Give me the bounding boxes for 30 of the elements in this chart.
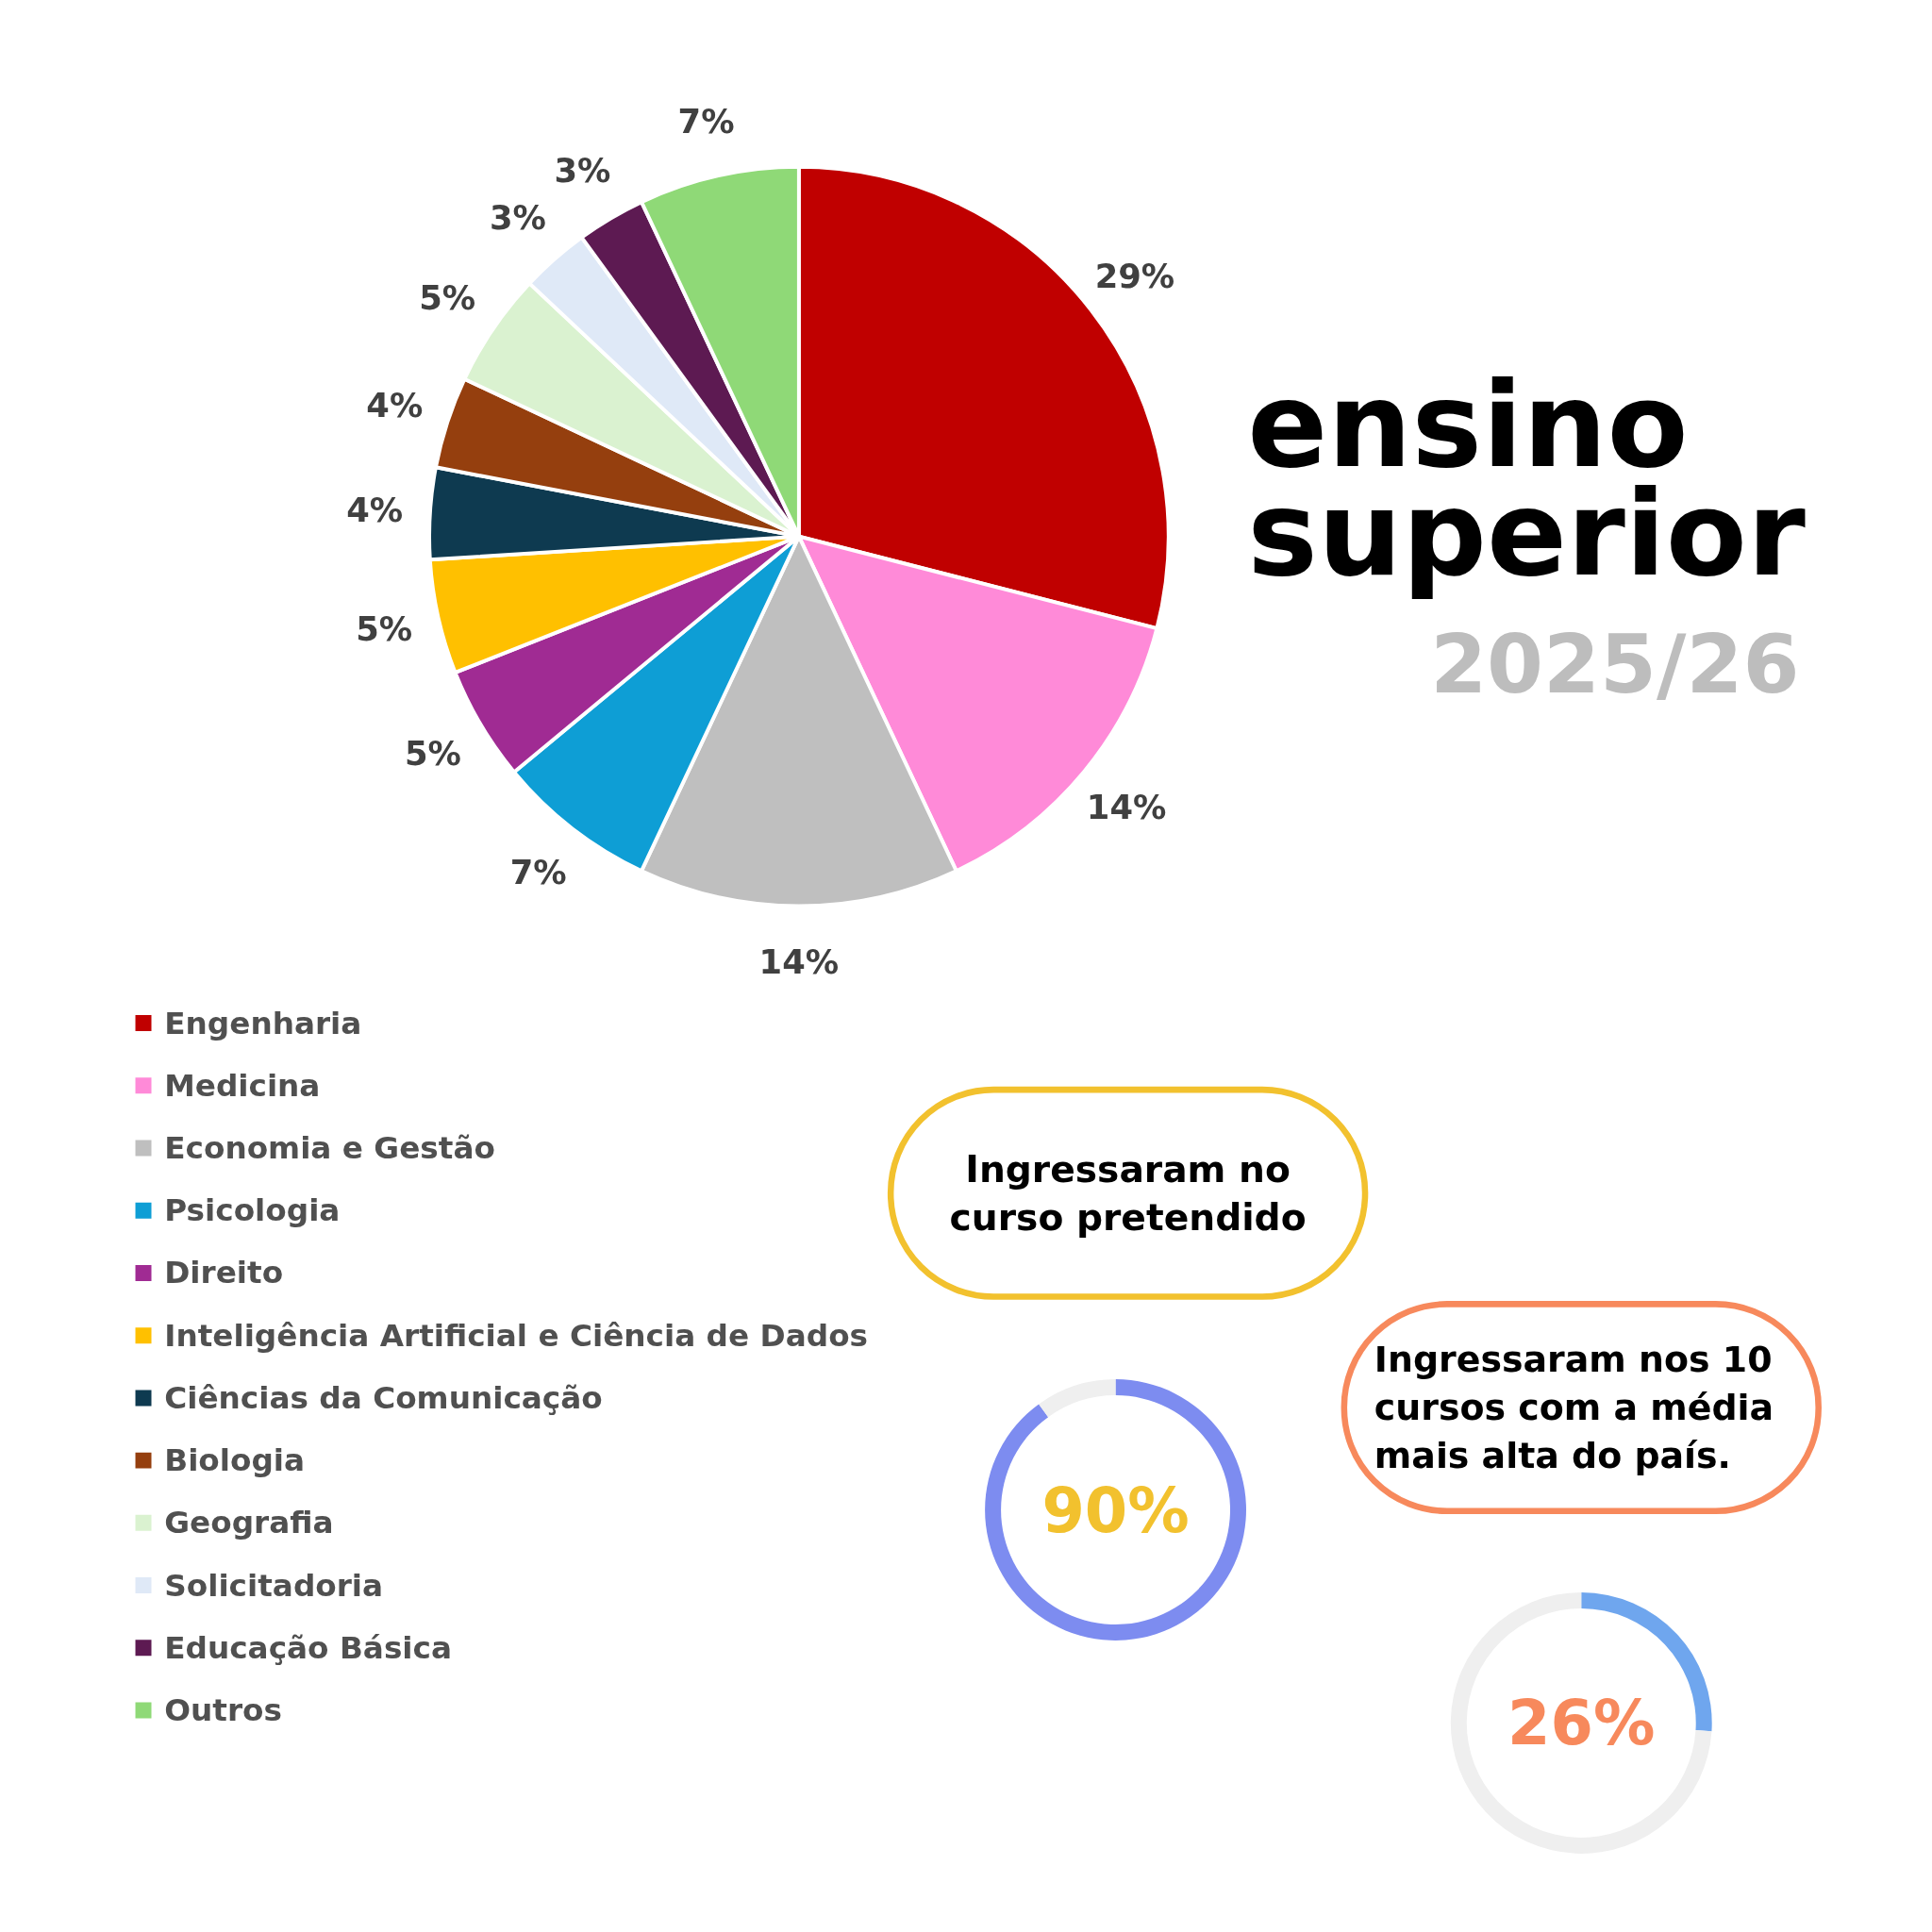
text: 2025/26 [1430,616,1800,711]
data-label: 3% [554,151,611,191]
text: ensino superior [1247,357,1806,604]
data-label: 14% [758,941,840,981]
data-label: 90% [1041,1474,1190,1546]
data-label: 29% [1094,256,1175,295]
chart-title: Ingressaram no curso pretendido [949,1147,1307,1239]
data-label: 4% [366,385,424,425]
legend-label: Geografia [164,1505,334,1541]
chart-title: Ingressaram nos 10 cursos com a média mais alta do país. [1374,1339,1774,1477]
legend-label: Engenharia [164,1005,362,1041]
legend-label: Outros [164,1692,282,1729]
data-label: 5% [356,609,413,649]
legend-label: Solicitadoria [164,1567,384,1604]
data-label: 5% [405,733,461,773]
legend-label: Biologia [164,1442,306,1479]
data-label: 4% [346,490,404,529]
data-label: 26% [1507,1687,1656,1759]
legend-label: Psicologia [164,1192,341,1229]
legend-label: Ciências da Comunicação [164,1379,603,1416]
data-label: 3% [489,198,546,238]
legend-label: Educação Básica [164,1629,452,1666]
data-label: 7% [509,853,567,892]
legend-label: Direito [164,1255,284,1291]
data-label: 7% [677,102,735,142]
legend-label: Economia e Gestão [164,1130,495,1167]
legend-label: Inteligência Artificial e Ciência de Dados [164,1317,869,1354]
legend-label: Medicina [164,1067,321,1104]
data-label: 14% [1086,788,1167,827]
data-label: 5% [419,277,476,317]
